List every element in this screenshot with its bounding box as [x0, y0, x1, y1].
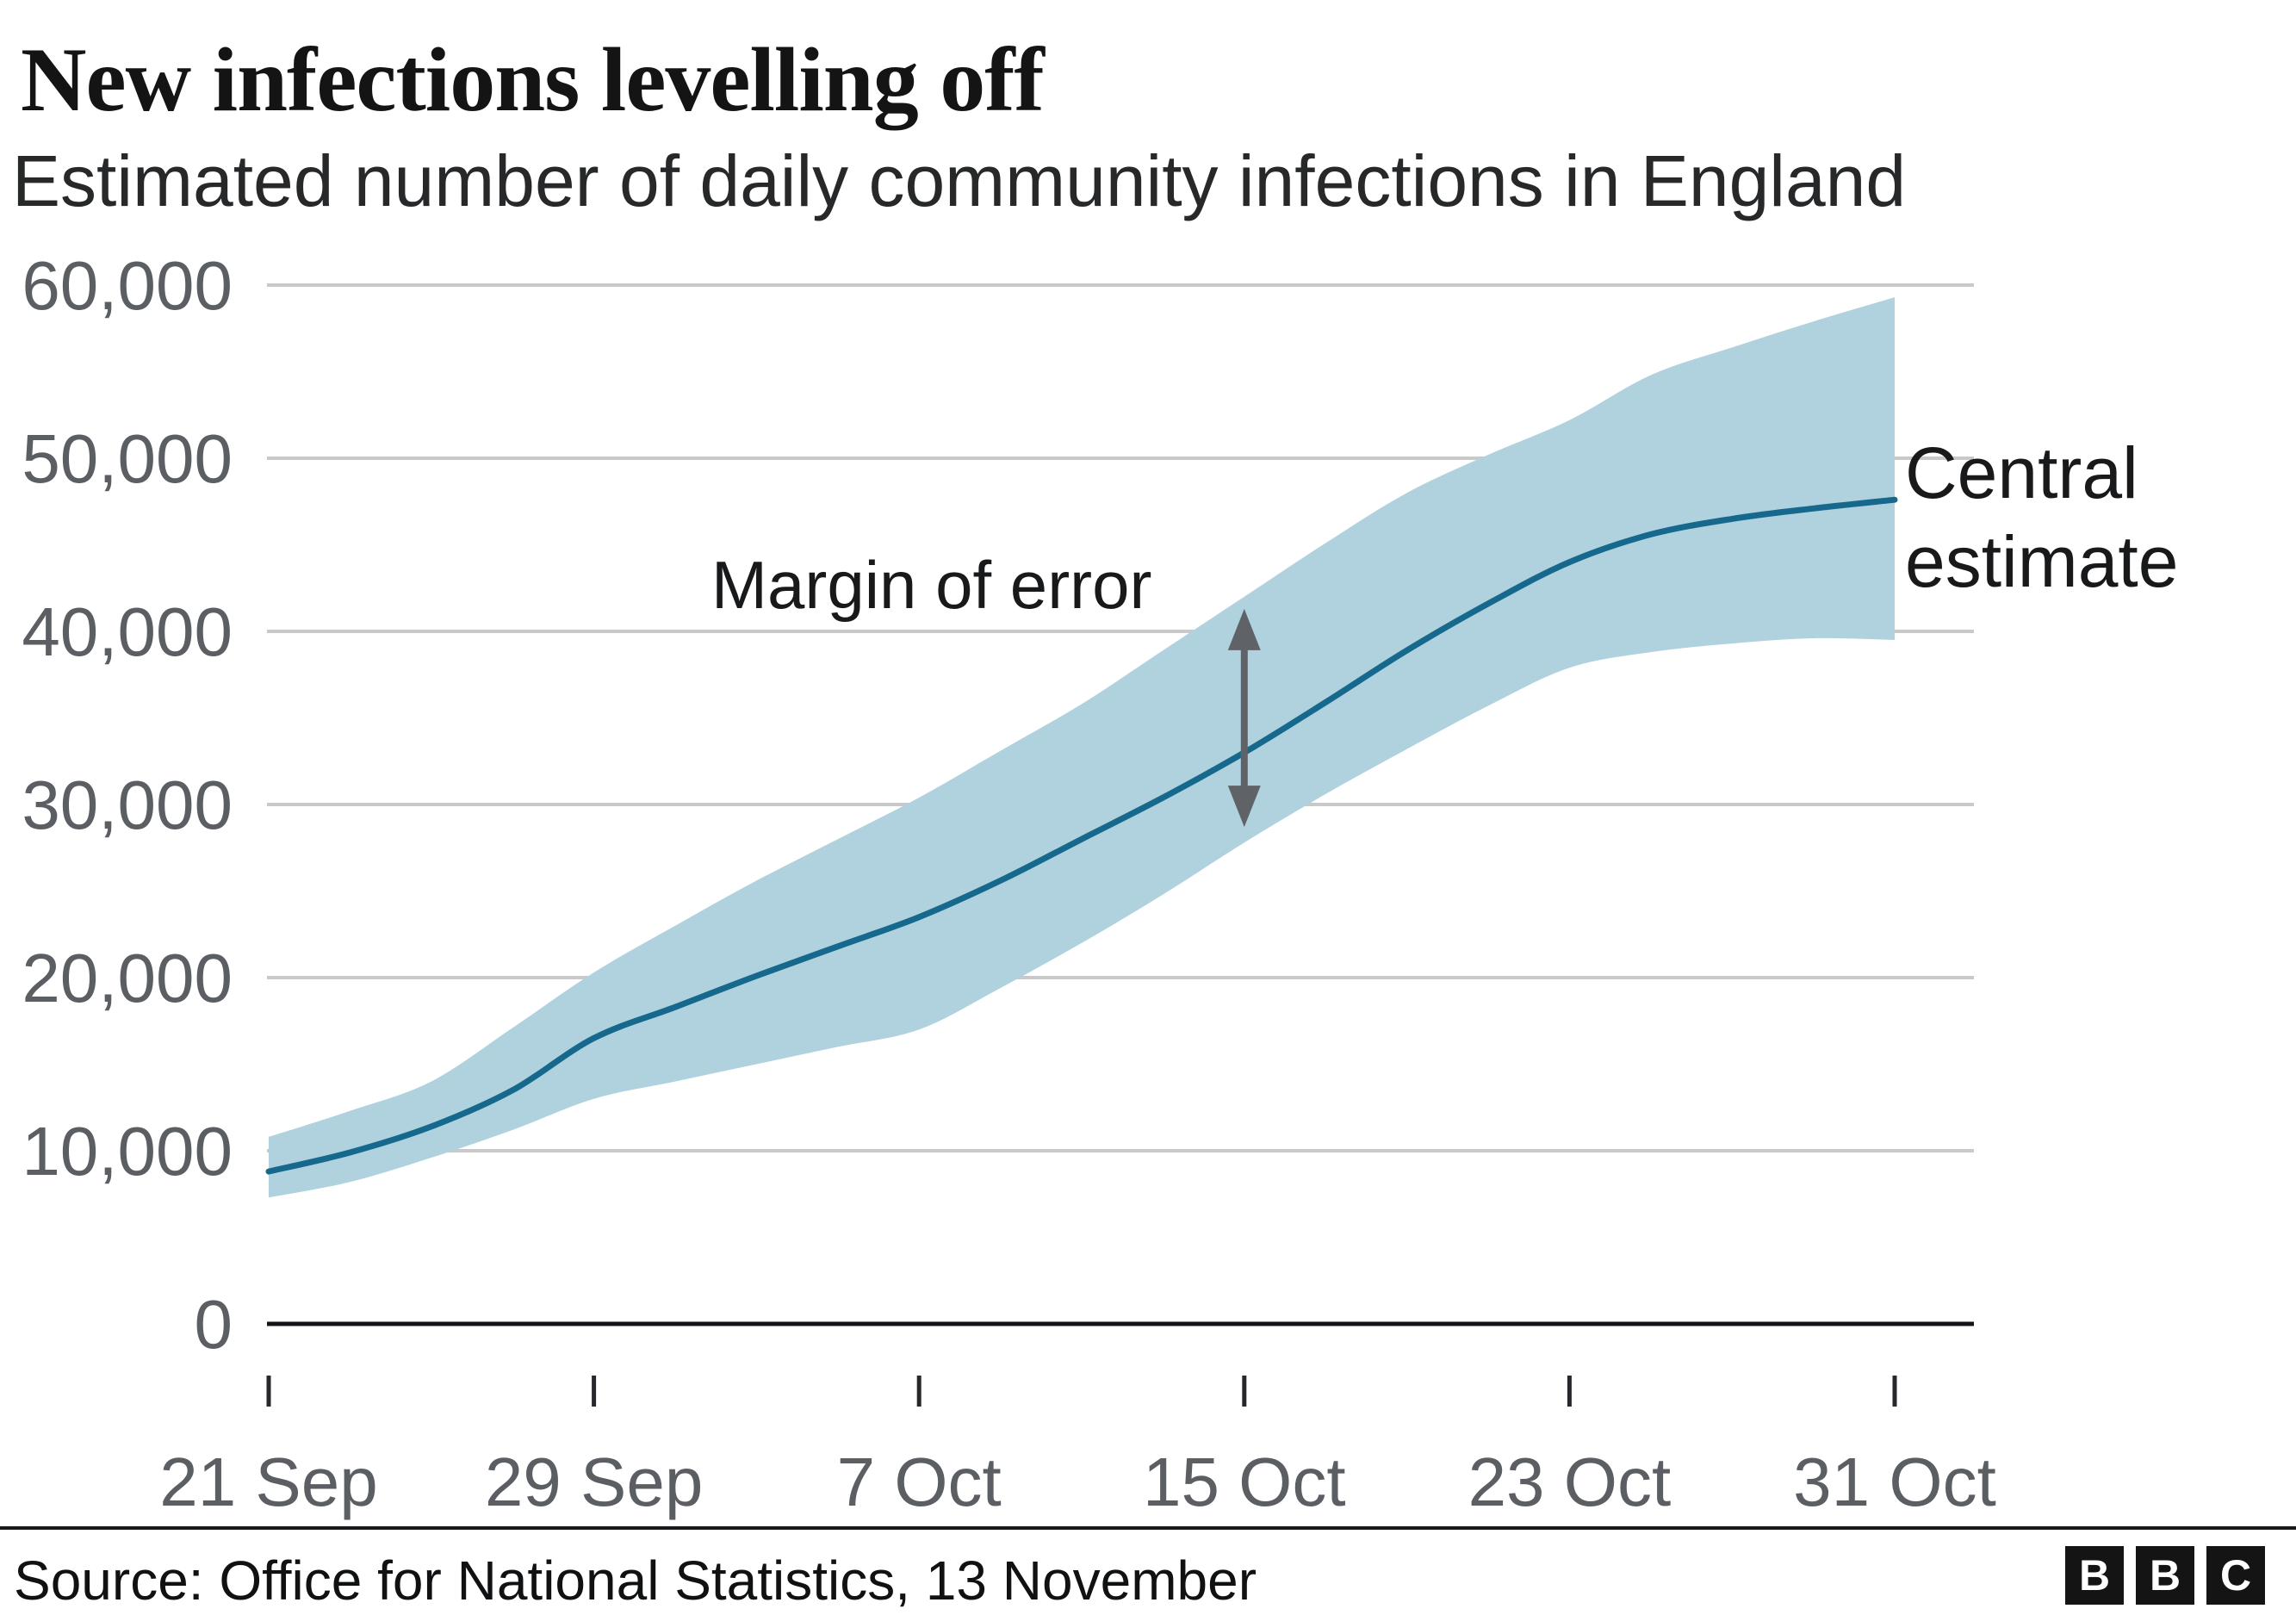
- chart-title: New infections levelling off: [21, 29, 1045, 130]
- central-estimate-line: [265, 496, 1898, 1175]
- y-tick-label-10000: 10,000: [22, 1113, 233, 1190]
- bbc-logo-block-2: B: [2136, 1546, 2194, 1605]
- x-tick-label-21-Sep: 21 Sep: [159, 1444, 378, 1520]
- source-attribution: Source: Office for National Statistics, …: [14, 1550, 1257, 1612]
- central-estimate-label: Central estimate: [1905, 429, 2178, 607]
- bbc-logo-block-1: B: [2065, 1546, 2124, 1605]
- footer-divider: [0, 1526, 2296, 1530]
- margin-of-error-band: [269, 297, 1895, 1198]
- y-tick-label-40000: 40,000: [22, 593, 233, 670]
- bbc-logo-block-3: C: [2206, 1546, 2265, 1605]
- x-tick-label-31-Oct: 31 Oct: [1793, 1444, 1996, 1520]
- y-tick-label-20000: 20,000: [22, 940, 233, 1016]
- x-tick-label-23-Oct: 23 Oct: [1468, 1444, 1672, 1520]
- y-tick-label-50000: 50,000: [22, 420, 233, 497]
- central-estimate-label-line1: Central: [1905, 432, 2138, 513]
- central-estimate-label-line2: estimate: [1905, 521, 2179, 603]
- y-tick-label-60000: 60,000: [22, 247, 233, 324]
- x-tick-label-15-Oct: 15 Oct: [1143, 1444, 1346, 1520]
- y-tick-label-0: 0: [195, 1286, 233, 1363]
- margin-arrow-head-down: [1227, 786, 1261, 828]
- chart-subtitle: Estimated number of daily community infe…: [12, 140, 1907, 221]
- margin-arrow-head-up: [1227, 608, 1261, 650]
- margin-of-error-label: Margin of error: [711, 547, 1152, 623]
- y-tick-label-30000: 30,000: [22, 767, 233, 843]
- x-tick-label-29-Sep: 29 Sep: [485, 1444, 704, 1520]
- x-tick-label-7-Oct: 7 Oct: [837, 1444, 1002, 1520]
